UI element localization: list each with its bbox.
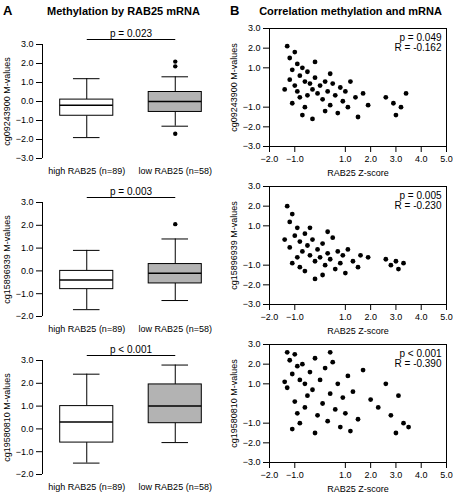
svg-text:5.0: 5.0 bbox=[440, 154, 453, 164]
svg-text:1.0: 1.0 bbox=[339, 312, 352, 322]
svg-text:p < 0.001R = -0.390: p < 0.001R = -0.390 bbox=[395, 348, 442, 369]
svg-text:4.0: 4.0 bbox=[415, 470, 428, 480]
svg-text:0.0: 0.0 bbox=[21, 266, 34, 276]
svg-text:low RAB25 (n=58): low RAB25 (n=58) bbox=[139, 482, 212, 492]
svg-text:−2.0: −2.0 bbox=[261, 312, 279, 322]
svg-text:RAB25 Z-score: RAB25 Z-score bbox=[327, 484, 389, 494]
svg-text:−1.0: −1.0 bbox=[286, 470, 304, 480]
svg-text:1.0: 1.0 bbox=[248, 63, 261, 73]
svg-text:low RAB25 (n=58): low RAB25 (n=58) bbox=[139, 324, 212, 334]
svg-text:5.0: 5.0 bbox=[440, 470, 453, 480]
svg-text:1.0: 1.0 bbox=[339, 154, 352, 164]
svg-text:−3.0: −3.0 bbox=[243, 141, 261, 151]
svg-text:cg19580810 M-values: cg19580810 M-values bbox=[229, 359, 239, 448]
svg-text:5.0: 5.0 bbox=[440, 312, 453, 322]
svg-text:4.0: 4.0 bbox=[415, 154, 428, 164]
svg-text:1.0: 1.0 bbox=[21, 243, 34, 253]
svg-text:2.0: 2.0 bbox=[364, 470, 377, 480]
svg-text:1.0: 1.0 bbox=[248, 221, 261, 231]
svg-text:2.0: 2.0 bbox=[21, 378, 34, 388]
svg-text:1.0: 1.0 bbox=[248, 379, 261, 389]
svg-text:1.0: 1.0 bbox=[339, 470, 352, 480]
svg-text:3.0: 3.0 bbox=[21, 197, 34, 207]
svg-text:−3.0: −3.0 bbox=[243, 457, 261, 467]
svg-text:−2.0: −2.0 bbox=[243, 122, 261, 132]
svg-text:−2.0: −2.0 bbox=[16, 469, 34, 479]
svg-text:cg15896939 M-values: cg15896939 M-values bbox=[229, 201, 239, 290]
svg-text:p = 0.003: p = 0.003 bbox=[110, 186, 152, 197]
svg-text:2.0: 2.0 bbox=[248, 359, 261, 369]
svg-text:−2.0: −2.0 bbox=[243, 280, 261, 290]
html-text:B: B bbox=[230, 3, 240, 18]
svg-text:1.0: 1.0 bbox=[21, 401, 34, 411]
svg-text:p = 0.049R = -0.162: p = 0.049R = -0.162 bbox=[395, 32, 442, 53]
svg-text:−1.0: −1.0 bbox=[286, 312, 304, 322]
svg-text:3.0: 3.0 bbox=[21, 39, 34, 49]
svg-text:p < 0.001: p < 0.001 bbox=[110, 344, 152, 355]
svg-text:low RAB25 (n=58): low RAB25 (n=58) bbox=[139, 166, 212, 176]
svg-text:0.0: 0.0 bbox=[21, 424, 34, 434]
svg-text:3.0: 3.0 bbox=[390, 154, 403, 164]
svg-text:−2.0: −2.0 bbox=[16, 134, 34, 144]
svg-text:cg09243900 M-values: cg09243900 M-values bbox=[2, 57, 12, 146]
svg-text:4.0: 4.0 bbox=[415, 312, 428, 322]
svg-text:1.0: 1.0 bbox=[21, 77, 34, 87]
svg-text:−1.0: −1.0 bbox=[16, 289, 34, 299]
svg-text:0.0: 0.0 bbox=[21, 96, 34, 106]
svg-text:high RAB25 (n=89): high RAB25 (n=89) bbox=[48, 166, 125, 176]
svg-text:−1.0: −1.0 bbox=[243, 260, 261, 270]
svg-text:−2.0: −2.0 bbox=[261, 470, 279, 480]
svg-text:2.0: 2.0 bbox=[21, 220, 34, 230]
svg-text:high RAB25 (n=89): high RAB25 (n=89) bbox=[48, 324, 125, 334]
svg-text:−1.0: −1.0 bbox=[16, 447, 34, 457]
svg-text:RAB25 Z-score: RAB25 Z-score bbox=[327, 326, 389, 336]
svg-text:2.0: 2.0 bbox=[21, 58, 34, 68]
html-text:A: A bbox=[3, 3, 13, 18]
svg-text:2.0: 2.0 bbox=[364, 154, 377, 164]
svg-text:−3.0: −3.0 bbox=[243, 299, 261, 309]
svg-text:RAB25 Z-score: RAB25 Z-score bbox=[327, 168, 389, 178]
svg-text:2.0: 2.0 bbox=[248, 201, 261, 211]
svg-text:−1.0: −1.0 bbox=[243, 102, 261, 112]
svg-text:−3.0: −3.0 bbox=[16, 153, 34, 163]
svg-text:3.0: 3.0 bbox=[21, 355, 34, 365]
svg-text:3.0: 3.0 bbox=[248, 23, 261, 33]
svg-text:3.0: 3.0 bbox=[248, 181, 261, 191]
svg-text:−2.0: −2.0 bbox=[261, 154, 279, 164]
svg-text:cg15896939 M-values: cg15896939 M-values bbox=[2, 215, 12, 304]
html-text:Correlation methylation and mR: Correlation methylation and mRNA bbox=[259, 5, 442, 17]
svg-text:2.0: 2.0 bbox=[364, 312, 377, 322]
svg-text:2.0: 2.0 bbox=[248, 43, 261, 53]
svg-text:−1.0: −1.0 bbox=[16, 115, 34, 125]
svg-text:3.0: 3.0 bbox=[390, 312, 403, 322]
svg-text:cg09243900 M-values: cg09243900 M-values bbox=[229, 43, 239, 132]
svg-text:3.0: 3.0 bbox=[390, 470, 403, 480]
svg-text:p = 0.005R = -0.230: p = 0.005R = -0.230 bbox=[395, 190, 442, 211]
html-text:Methylation by RAB25 mRNA: Methylation by RAB25 mRNA bbox=[47, 5, 200, 17]
svg-text:−1.0: −1.0 bbox=[243, 418, 261, 428]
svg-text:cg19580810 M-values: cg19580810 M-values bbox=[2, 373, 12, 462]
svg-text:−2.0: −2.0 bbox=[243, 438, 261, 448]
svg-text:high RAB25 (n=89): high RAB25 (n=89) bbox=[48, 482, 125, 492]
svg-text:−2.0: −2.0 bbox=[16, 311, 34, 321]
svg-text:−1.0: −1.0 bbox=[286, 154, 304, 164]
svg-text:p = 0.023: p = 0.023 bbox=[110, 28, 152, 39]
svg-text:3.0: 3.0 bbox=[248, 339, 261, 349]
